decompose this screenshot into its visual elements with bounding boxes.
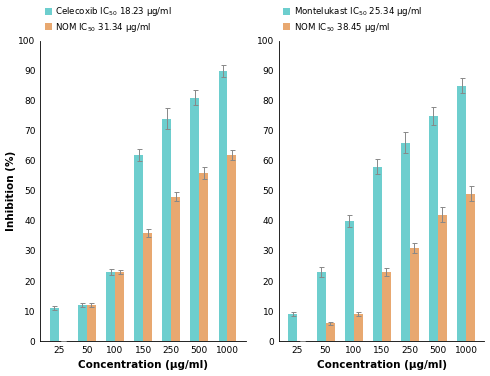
Bar (227, 155, 237, 341)
Bar (143, 233, 152, 341)
Bar (199, 173, 208, 341)
Bar (438, 215, 447, 341)
Bar (78, 305, 87, 341)
X-axis label: Concentration (µg/ml): Concentration (µg/ml) (78, 361, 208, 370)
Bar (354, 314, 363, 341)
Bar (325, 323, 335, 341)
Bar (373, 167, 382, 341)
Bar (317, 272, 325, 341)
X-axis label: Concentration (µg/ml): Concentration (µg/ml) (317, 361, 447, 370)
Legend: Montelukast IC$_{50}$ 25.34 µg/ml, NOM IC$_{50}$ 38.45 µg/ml: Montelukast IC$_{50}$ 25.34 µg/ml, NOM I… (283, 5, 422, 33)
Bar (429, 116, 438, 341)
Bar (50, 308, 59, 341)
Legend: Celecoxib IC$_{50}$ 18.23 µg/ml, NOM IC$_{50}$ 31.34 µg/ml: Celecoxib IC$_{50}$ 18.23 µg/ml, NOM IC$… (45, 5, 172, 33)
Bar (106, 272, 115, 341)
Bar (115, 272, 124, 341)
Bar (466, 194, 475, 341)
Y-axis label: Inhibition (%): Inhibition (%) (5, 151, 16, 231)
Bar (289, 314, 297, 341)
Bar (219, 71, 227, 341)
Bar (457, 86, 466, 341)
Bar (134, 155, 143, 341)
Bar (162, 119, 171, 341)
Bar (87, 305, 96, 341)
Bar (410, 248, 419, 341)
Bar (401, 143, 410, 341)
Bar (382, 272, 391, 341)
Bar (191, 98, 199, 341)
Bar (172, 197, 180, 341)
Bar (344, 221, 354, 341)
